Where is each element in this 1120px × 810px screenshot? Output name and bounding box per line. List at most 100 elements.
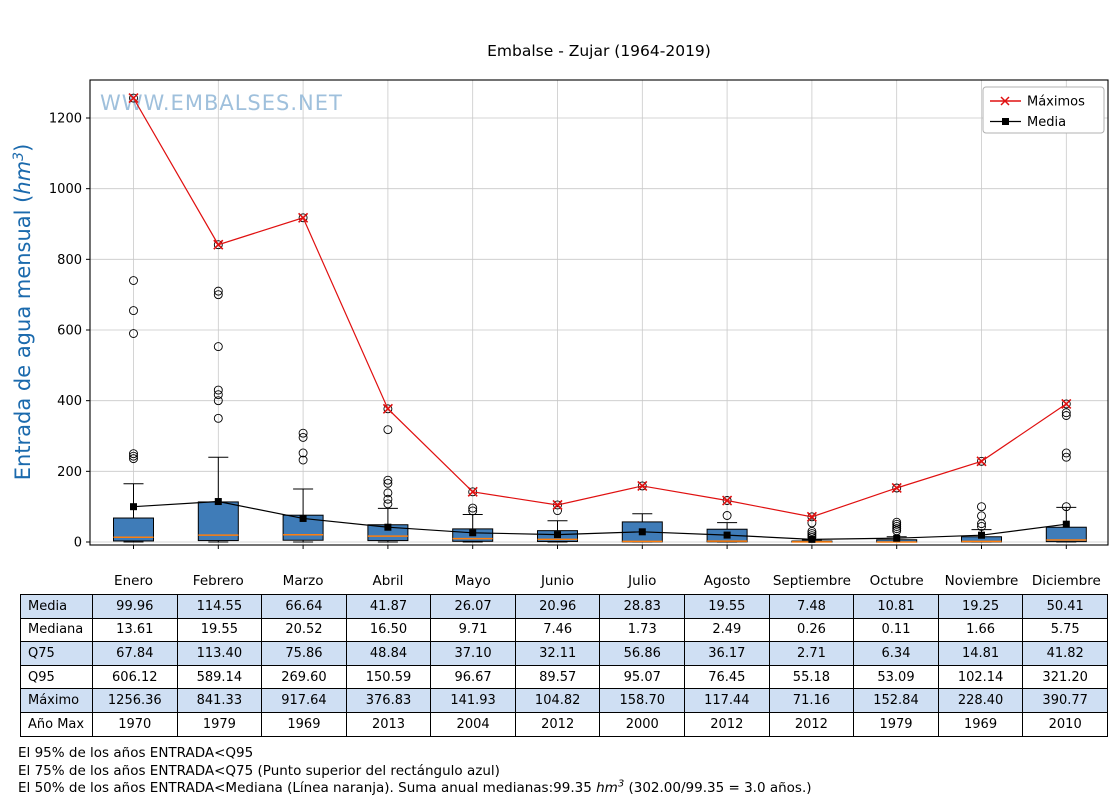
table-cell: 141.93 — [430, 688, 516, 713]
table-row-q95: Q95 606.12 589.14 269.60 150.59 96.67 89.57 95.… — [20, 664, 1108, 690]
table-cell: 1969 — [261, 711, 347, 737]
maximos-marker — [722, 495, 733, 506]
table-cell: 1969 — [937, 711, 1024, 737]
table-cell: 28.83 — [599, 594, 686, 619]
outlier-marker — [892, 522, 902, 531]
table-cell: 269.60 — [261, 664, 347, 690]
table-cell: 99.96 — [92, 594, 178, 619]
outlier-marker — [298, 428, 308, 438]
x-tick-label: Septiembre — [773, 573, 851, 589]
outlier-marker — [383, 478, 393, 488]
maximos-marker — [382, 403, 393, 414]
table-cell: 66.64 — [261, 594, 347, 619]
chart-background — [0, 0, 1120, 594]
note-mediana-sup: 3 — [617, 778, 625, 790]
outlier-marker — [807, 526, 817, 536]
box — [113, 517, 154, 542]
table-cell: 50.41 — [1022, 594, 1108, 619]
outlier-marker — [892, 524, 902, 534]
media-marker — [723, 531, 731, 539]
outlier-marker — [553, 506, 562, 516]
table-cell: 41.87 — [345, 594, 432, 619]
table-row-mediana: Mediana 13.61 19.55 20.52 16.50 9.71 7.46 1.73 2… — [20, 617, 1108, 643]
table-cell: 71.16 — [768, 688, 855, 713]
legend: Máximos Media — [982, 86, 1105, 134]
y-tick-label: 200 — [57, 465, 82, 480]
note-mediana: El 50% de los años ENTRADA<Mediana (Líne… — [18, 778, 812, 798]
maximos-marker — [1061, 398, 1072, 409]
legend-maximos-label: Máximos — [1027, 95, 1085, 110]
table-row-año-max: Año Max 1970 1979 1969 2013 2004 2012 2000 2012 2… — [20, 711, 1108, 737]
table-row-label: Máximo — [20, 688, 93, 713]
table-cell: 6.34 — [853, 641, 939, 666]
outlier-marker — [1061, 502, 1071, 512]
table-cell: 2013 — [345, 711, 432, 737]
outlier-marker — [637, 481, 647, 491]
x-tick-label: Mayo — [455, 573, 491, 589]
x-tick-label: Noviembre — [945, 573, 1019, 589]
x-tick-label: Junio — [540, 573, 574, 589]
table-cell: 0.26 — [768, 617, 855, 643]
table-cell: 1970 — [92, 711, 178, 737]
table-row-label: Q95 — [20, 664, 93, 690]
table-cell: 19.55 — [684, 594, 770, 619]
outlier-marker — [468, 503, 478, 513]
outlier-marker — [129, 329, 138, 338]
outlier-marker — [213, 342, 223, 352]
outlier-marker — [213, 390, 223, 400]
table-cell: 41.82 — [1022, 641, 1108, 666]
media-marker — [130, 503, 137, 511]
boxplot-month-11 — [961, 456, 1002, 543]
y-tick-label: 1200 — [49, 112, 82, 127]
outlier-marker — [468, 487, 478, 497]
x-tick-label: Marzo — [283, 573, 324, 589]
table-cell: 2.49 — [684, 617, 770, 643]
table-cell: 20.96 — [514, 594, 601, 619]
footnotes: El 95% de los años ENTRADA<Q95 El 75% de… — [18, 745, 812, 798]
table-cell: 228.40 — [937, 688, 1024, 713]
media-line — [133, 500, 1067, 540]
media-marker — [554, 531, 561, 539]
table-cell: 89.57 — [514, 664, 601, 690]
boxplot-month-12 — [1045, 399, 1087, 543]
outlier-marker — [1061, 399, 1071, 409]
boxplot-month-4 — [367, 404, 409, 543]
media-marker — [1062, 520, 1070, 528]
outlier-marker — [383, 475, 393, 485]
boxplot-month-2 — [197, 240, 239, 543]
table-cell: 2.71 — [768, 641, 855, 666]
x-tick-label: Julio — [627, 573, 656, 589]
media-marker — [384, 523, 392, 531]
table-row-label: Q75 — [20, 641, 93, 666]
table-cell: 20.52 — [261, 617, 347, 643]
table-cell: 606.12 — [92, 664, 178, 690]
table-cell: 150.59 — [345, 664, 432, 690]
gridlines — [90, 80, 1108, 545]
table-cell: 56.86 — [599, 641, 686, 666]
note-q75: El 75% de los años ENTRADA<Q75 (Punto su… — [18, 762, 500, 779]
table-cell: 390.77 — [1022, 688, 1108, 713]
media-marker — [469, 529, 477, 537]
table-cell: 117.44 — [684, 688, 770, 713]
outlier-marker — [383, 494, 393, 504]
table-cell: 14.81 — [937, 641, 1024, 666]
table-cell: 26.07 — [430, 594, 516, 619]
outlier-marker — [722, 496, 732, 505]
outlier-marker — [298, 448, 308, 458]
outlier-marker — [213, 286, 223, 296]
x-tick-label: Febrero — [193, 573, 244, 589]
table-cell: 1979 — [176, 711, 263, 737]
table-cell: 5.75 — [1022, 617, 1108, 643]
x-tick-label: Octubre — [870, 573, 924, 589]
maximos-marker — [976, 456, 987, 467]
outlier-marker — [383, 488, 393, 498]
outlier-marker — [298, 213, 308, 223]
table-row-label: Año Max — [20, 711, 93, 737]
table-cell: 55.18 — [768, 664, 855, 690]
table-cell: 0.11 — [853, 617, 939, 643]
outlier-marker — [977, 519, 986, 529]
stats-table: Media 99.96 114.55 66.64 41.87 26.07 20.96 28.8… — [20, 594, 1108, 737]
table-cell: 114.55 — [176, 594, 263, 619]
table-cell: 37.10 — [430, 641, 516, 666]
